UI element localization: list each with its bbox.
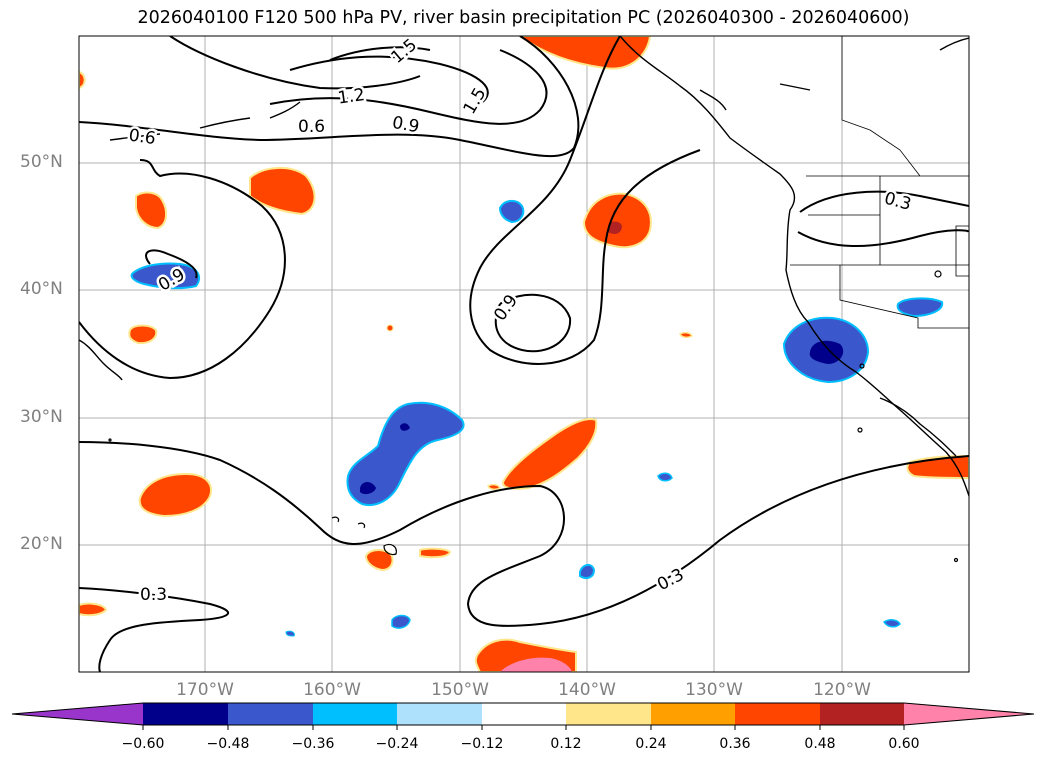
colorbar-segment (482, 703, 566, 725)
colorbar-segment (397, 703, 482, 725)
contour-label-0-6-west: 0.6 (127, 125, 157, 149)
pv-contours (79, 36, 969, 672)
colorbar-tick: 0.60 (888, 736, 920, 752)
colorbar-tick: 0.12 (550, 736, 582, 752)
lon-label-130w: 130°W (685, 680, 743, 700)
colorbar-tick: −0.36 (291, 736, 335, 752)
contour-label-1-2: 1.2 (337, 85, 367, 109)
colorbar-tick: 0.48 (804, 736, 836, 752)
colorbar-extend-low (12, 703, 143, 725)
colorbar-segment (566, 703, 651, 725)
colorbar-segment (228, 703, 313, 725)
lat-label-20n: 20°N (20, 534, 63, 554)
contour-label-0-3-southwest: 0.3 (140, 585, 167, 605)
map-frame (78, 35, 970, 673)
contour-label-0-6: 0.6 (298, 117, 325, 137)
colorbar-tick: 0.24 (635, 736, 667, 752)
colorbar-segment (735, 703, 820, 725)
islands (108, 270, 959, 563)
lat-label-50n: 50°N (20, 152, 63, 172)
colorbar-segment (651, 703, 735, 725)
lat-label-40n: 40°N (20, 279, 63, 299)
colorbar-tick: −0.48 (206, 736, 250, 752)
lon-label-170w: 170°W (176, 680, 234, 700)
precip-positive-areas (79, 36, 969, 672)
lon-label-150w: 150°W (431, 680, 489, 700)
colorbar-tick: −0.24 (375, 736, 419, 752)
lon-label-120w: 120°W (813, 680, 871, 700)
colorbar-extend-high (904, 703, 1034, 725)
colorbar-segment (143, 703, 228, 725)
political-borders (790, 36, 969, 329)
lat-label-30n: 30°N (20, 407, 63, 427)
colorbar-segment (820, 703, 904, 725)
map-title: 2026040100 F120 500 hPa PV, river basin … (137, 8, 910, 28)
colorbar-tick: −0.12 (460, 736, 504, 752)
colorbar (11, 702, 1035, 730)
lon-label-140w: 140°W (558, 680, 616, 700)
colorbar-tick: −0.60 (121, 736, 165, 752)
lon-label-160w: 160°W (303, 680, 361, 700)
coastline (79, 36, 969, 497)
colorbar-tick: 0.36 (719, 736, 751, 752)
colorbar-segment (313, 703, 397, 725)
